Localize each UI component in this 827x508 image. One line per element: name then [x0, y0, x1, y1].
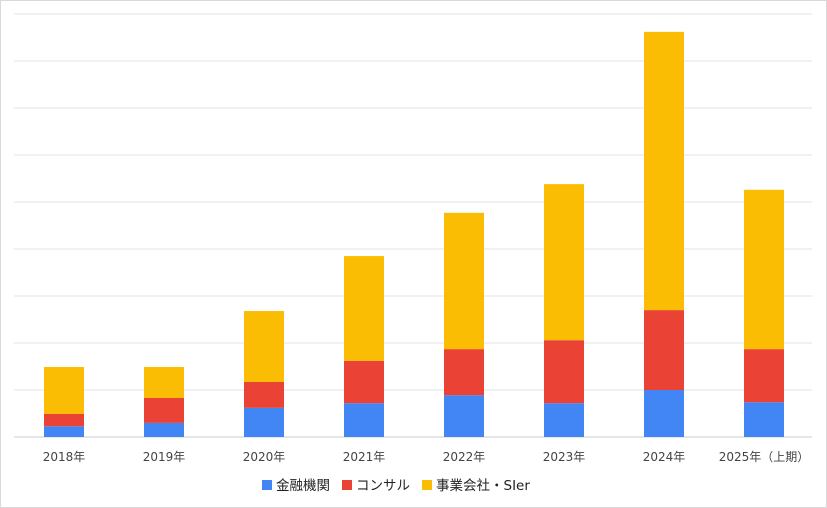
- legend-label: 事業会社・SIer: [436, 478, 530, 494]
- bar-segment: [644, 310, 684, 390]
- bar-segment: [344, 403, 384, 437]
- bar-segment: [644, 31, 684, 311]
- x-tick-label: 2022年: [443, 450, 486, 464]
- legend-label: コンサル: [356, 478, 410, 494]
- bar-segment: [744, 402, 784, 437]
- x-tick-label: 2019年: [143, 450, 186, 464]
- x-tick-label: 2024年: [643, 450, 686, 464]
- x-tick-label: 2023年: [543, 450, 586, 464]
- bar-segment: [144, 366, 184, 398]
- x-tick-label: 2025年（上期）: [719, 450, 810, 464]
- bar-segment: [244, 407, 284, 437]
- bar-segment: [744, 189, 784, 350]
- bar-segment: [44, 413, 84, 427]
- bars: [44, 31, 784, 437]
- bar-segment: [644, 390, 684, 437]
- bar-segment: [444, 212, 484, 350]
- bar-segment: [444, 395, 484, 437]
- gridlines: [14, 13, 812, 438]
- bar-segment: [344, 360, 384, 404]
- bar-segment: [544, 403, 584, 437]
- x-axis-ticks: 2018年 2019年 2020年 2021年 2022年 2023年 2024年 2025年…: [43, 450, 810, 464]
- bar-segment: [144, 397, 184, 423]
- x-tick-label: 2021年: [343, 450, 386, 464]
- bar-segment: [244, 382, 284, 408]
- x-tick-label: 2018年: [43, 450, 86, 464]
- bar-segment: [344, 256, 384, 361]
- bar-segment: [444, 349, 484, 396]
- legend-swatch: [422, 480, 432, 490]
- bar-segment: [44, 366, 84, 414]
- bar-segment: [544, 184, 584, 341]
- x-tick-label: 2020年: [243, 450, 286, 464]
- legend-swatch: [342, 480, 352, 490]
- bar-segment: [544, 340, 584, 404]
- legend-swatch: [262, 480, 272, 490]
- bar-segment: [144, 422, 184, 437]
- legend: 金融機関 コンサル 事業会社・SIer: [262, 478, 530, 494]
- bar-segment: [244, 311, 284, 383]
- bar-segment: [44, 426, 84, 437]
- legend-label: 金融機関: [276, 478, 330, 494]
- bar-segment: [744, 349, 784, 403]
